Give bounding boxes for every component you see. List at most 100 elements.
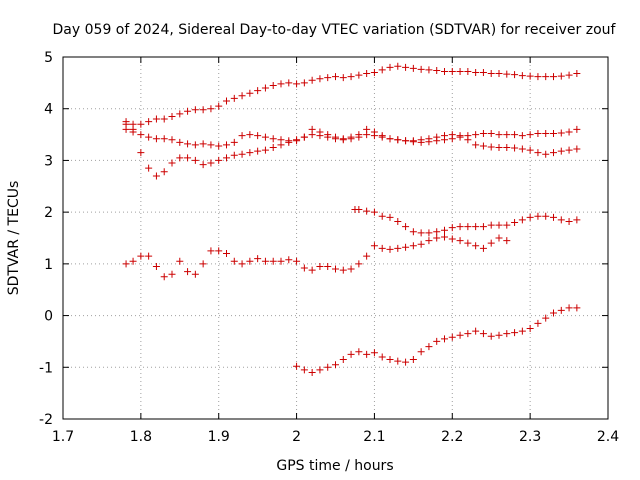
data-point bbox=[456, 331, 464, 339]
data-point bbox=[518, 216, 526, 224]
data-point bbox=[230, 138, 238, 146]
data-point bbox=[573, 70, 581, 78]
data-point bbox=[557, 72, 565, 80]
data-point bbox=[199, 260, 207, 268]
data-point bbox=[542, 150, 550, 158]
data-points bbox=[122, 62, 581, 376]
data-point bbox=[300, 366, 308, 374]
data-point bbox=[550, 73, 557, 81]
data-point bbox=[293, 257, 301, 265]
data-point bbox=[191, 156, 199, 164]
data-point bbox=[550, 149, 557, 157]
data-point bbox=[557, 129, 565, 137]
data-point bbox=[355, 348, 363, 356]
data-point bbox=[199, 106, 207, 114]
x-tick-label: 1.8 bbox=[130, 429, 152, 445]
data-point bbox=[347, 73, 355, 81]
data-point bbox=[464, 136, 472, 144]
data-point bbox=[534, 319, 542, 327]
data-point bbox=[324, 363, 332, 371]
data-point bbox=[277, 257, 285, 265]
data-point bbox=[230, 257, 238, 265]
data-point bbox=[386, 213, 394, 221]
data-point bbox=[550, 309, 557, 317]
data-point bbox=[230, 151, 238, 159]
plot-frame bbox=[62, 56, 609, 420]
data-point bbox=[479, 244, 487, 252]
data-point bbox=[550, 213, 557, 221]
data-point bbox=[472, 141, 480, 149]
data-point bbox=[503, 330, 511, 338]
data-point bbox=[402, 358, 410, 366]
data-point bbox=[479, 223, 487, 231]
data-point bbox=[511, 131, 519, 139]
data-point bbox=[207, 159, 215, 167]
y-tick-label: 0 bbox=[44, 309, 53, 325]
data-point bbox=[417, 229, 425, 237]
data-point bbox=[433, 337, 441, 345]
data-point bbox=[402, 63, 410, 71]
data-point bbox=[433, 228, 441, 236]
data-point bbox=[565, 304, 573, 312]
data-point bbox=[261, 84, 269, 92]
data-point bbox=[238, 150, 246, 158]
data-point bbox=[495, 221, 503, 229]
y-tick-label: 3 bbox=[44, 153, 53, 169]
data-point bbox=[495, 144, 503, 151]
data-point bbox=[479, 330, 487, 338]
data-point bbox=[339, 135, 347, 143]
data-point bbox=[386, 356, 394, 364]
data-point bbox=[191, 106, 199, 114]
data-point bbox=[223, 141, 230, 149]
data-point bbox=[487, 221, 495, 229]
data-point bbox=[370, 242, 378, 250]
data-point bbox=[145, 252, 153, 260]
data-point bbox=[332, 73, 339, 81]
data-point bbox=[152, 115, 160, 123]
data-point bbox=[573, 304, 581, 312]
data-point bbox=[246, 257, 254, 265]
data-point bbox=[526, 72, 534, 80]
series-trace-6 bbox=[293, 304, 581, 376]
data-point bbox=[269, 81, 277, 89]
data-point bbox=[526, 131, 534, 139]
data-point bbox=[363, 252, 371, 260]
data-point bbox=[573, 216, 581, 224]
data-point bbox=[246, 89, 254, 97]
data-point bbox=[370, 349, 378, 357]
data-point bbox=[347, 133, 355, 141]
data-point bbox=[137, 252, 145, 260]
data-point bbox=[518, 72, 526, 80]
data-point bbox=[184, 154, 192, 162]
data-point bbox=[448, 235, 456, 243]
data-point bbox=[557, 306, 565, 314]
data-point bbox=[308, 125, 316, 133]
data-point bbox=[308, 76, 316, 84]
data-point bbox=[495, 131, 503, 139]
data-point bbox=[207, 247, 215, 255]
data-point bbox=[487, 70, 495, 78]
data-point bbox=[511, 218, 519, 226]
x-tick-label: 2.1 bbox=[363, 429, 385, 445]
data-point bbox=[503, 131, 511, 139]
data-point bbox=[479, 130, 487, 138]
data-point bbox=[339, 266, 347, 274]
data-point bbox=[409, 228, 417, 236]
data-point bbox=[495, 70, 503, 78]
x-tick-label: 1.7 bbox=[52, 429, 74, 445]
data-point bbox=[215, 247, 223, 255]
data-point bbox=[300, 133, 308, 141]
data-point bbox=[363, 207, 371, 215]
data-point bbox=[487, 332, 495, 340]
data-point bbox=[518, 132, 526, 140]
data-point bbox=[254, 255, 262, 263]
data-point bbox=[417, 240, 425, 248]
data-point bbox=[565, 217, 573, 225]
data-point bbox=[464, 223, 472, 231]
data-point bbox=[417, 348, 425, 356]
data-point bbox=[526, 213, 534, 221]
data-point bbox=[565, 128, 573, 136]
data-point bbox=[456, 67, 464, 75]
data-point bbox=[417, 136, 425, 144]
